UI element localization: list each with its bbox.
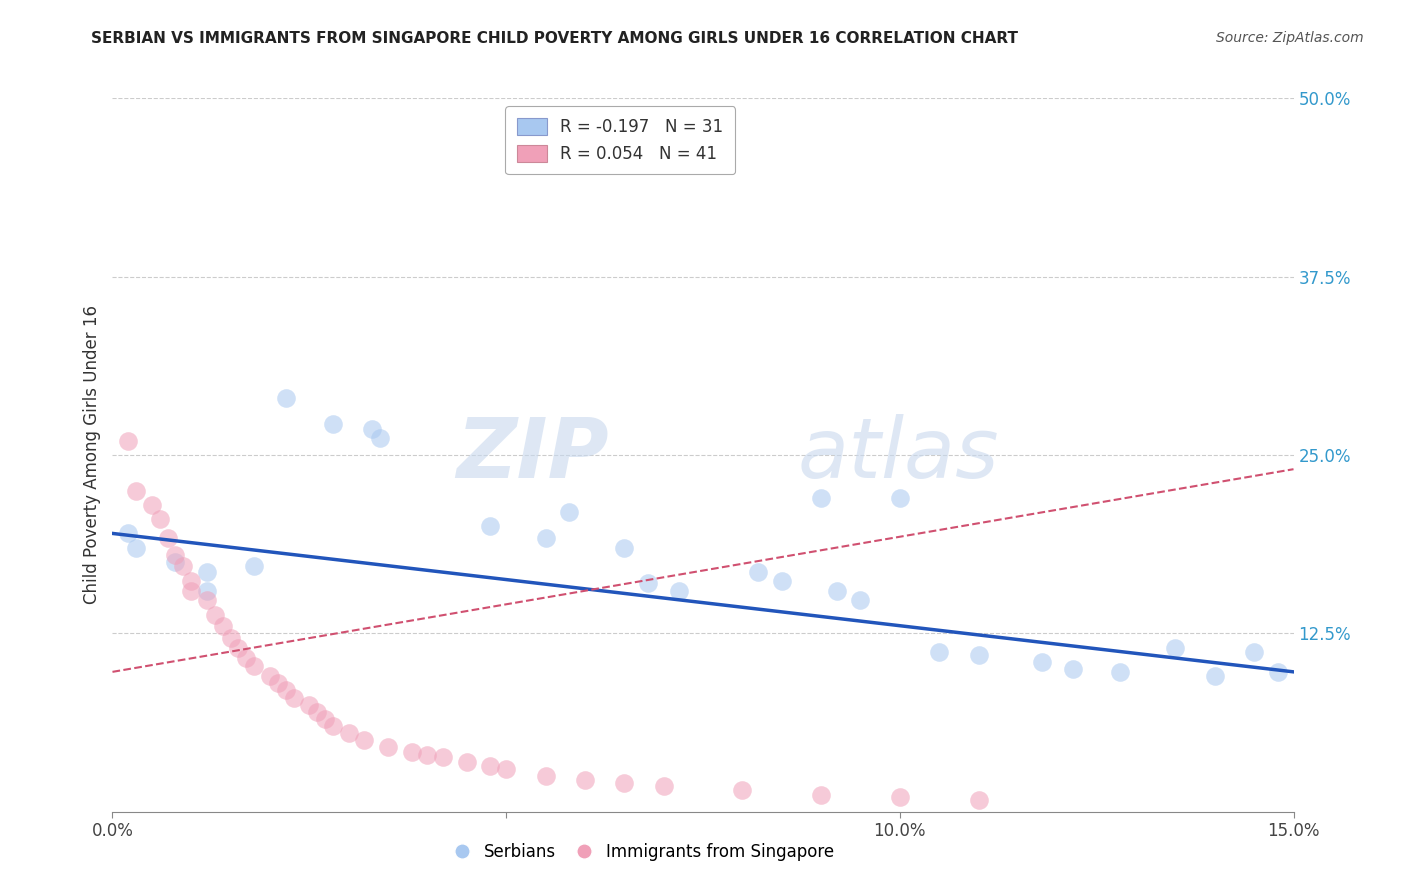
- Point: [322, 719, 344, 733]
- Point: [165, 555, 187, 569]
- Point: [195, 593, 218, 607]
- Text: ZIP: ZIP: [456, 415, 609, 495]
- Point: [117, 434, 139, 448]
- Point: [298, 698, 321, 712]
- Point: [1031, 655, 1053, 669]
- Point: [928, 645, 950, 659]
- Point: [401, 745, 423, 759]
- Point: [534, 769, 557, 783]
- Point: [456, 755, 478, 769]
- Point: [211, 619, 233, 633]
- Point: [613, 776, 636, 790]
- Point: [314, 712, 336, 726]
- Point: [1164, 640, 1187, 655]
- Text: atlas: atlas: [797, 415, 1000, 495]
- Point: [377, 740, 399, 755]
- Point: [243, 659, 266, 673]
- Point: [228, 640, 250, 655]
- Point: [637, 576, 659, 591]
- Point: [747, 565, 769, 579]
- Point: [1267, 665, 1289, 679]
- Point: [1109, 665, 1132, 679]
- Point: [283, 690, 305, 705]
- Point: [889, 790, 911, 805]
- Point: [967, 793, 990, 807]
- Point: [1062, 662, 1084, 676]
- Point: [322, 417, 344, 431]
- Point: [307, 705, 329, 719]
- Point: [574, 773, 596, 788]
- Point: [416, 747, 439, 762]
- Point: [368, 431, 391, 445]
- Point: [558, 505, 581, 519]
- Point: [1243, 645, 1265, 659]
- Point: [125, 541, 148, 555]
- Point: [117, 526, 139, 541]
- Point: [534, 531, 557, 545]
- Text: Source: ZipAtlas.com: Source: ZipAtlas.com: [1216, 31, 1364, 45]
- Point: [479, 759, 502, 773]
- Point: [149, 512, 172, 526]
- Point: [613, 541, 636, 555]
- Point: [180, 583, 202, 598]
- Y-axis label: Child Poverty Among Girls Under 16: Child Poverty Among Girls Under 16: [83, 305, 101, 605]
- Point: [219, 631, 242, 645]
- Point: [156, 531, 179, 545]
- Point: [165, 548, 187, 562]
- Point: [668, 583, 690, 598]
- Point: [274, 683, 297, 698]
- Point: [1204, 669, 1226, 683]
- Point: [204, 607, 226, 622]
- Point: [849, 593, 872, 607]
- Point: [479, 519, 502, 533]
- Point: [652, 779, 675, 793]
- Point: [235, 650, 257, 665]
- Point: [259, 669, 281, 683]
- Point: [967, 648, 990, 662]
- Point: [770, 574, 793, 588]
- Point: [825, 583, 848, 598]
- Point: [195, 583, 218, 598]
- Point: [172, 559, 194, 574]
- Point: [141, 498, 163, 512]
- Point: [495, 762, 517, 776]
- Point: [337, 726, 360, 740]
- Point: [125, 483, 148, 498]
- Point: [810, 491, 832, 505]
- Point: [432, 750, 454, 764]
- Point: [180, 574, 202, 588]
- Point: [353, 733, 375, 747]
- Point: [810, 788, 832, 802]
- Point: [243, 559, 266, 574]
- Point: [361, 422, 384, 436]
- Point: [267, 676, 290, 690]
- Point: [731, 783, 754, 797]
- Point: [195, 565, 218, 579]
- Point: [274, 391, 297, 405]
- Text: SERBIAN VS IMMIGRANTS FROM SINGAPORE CHILD POVERTY AMONG GIRLS UNDER 16 CORRELAT: SERBIAN VS IMMIGRANTS FROM SINGAPORE CHI…: [91, 31, 1018, 46]
- Legend: Serbians, Immigrants from Singapore: Serbians, Immigrants from Singapore: [447, 837, 841, 868]
- Point: [889, 491, 911, 505]
